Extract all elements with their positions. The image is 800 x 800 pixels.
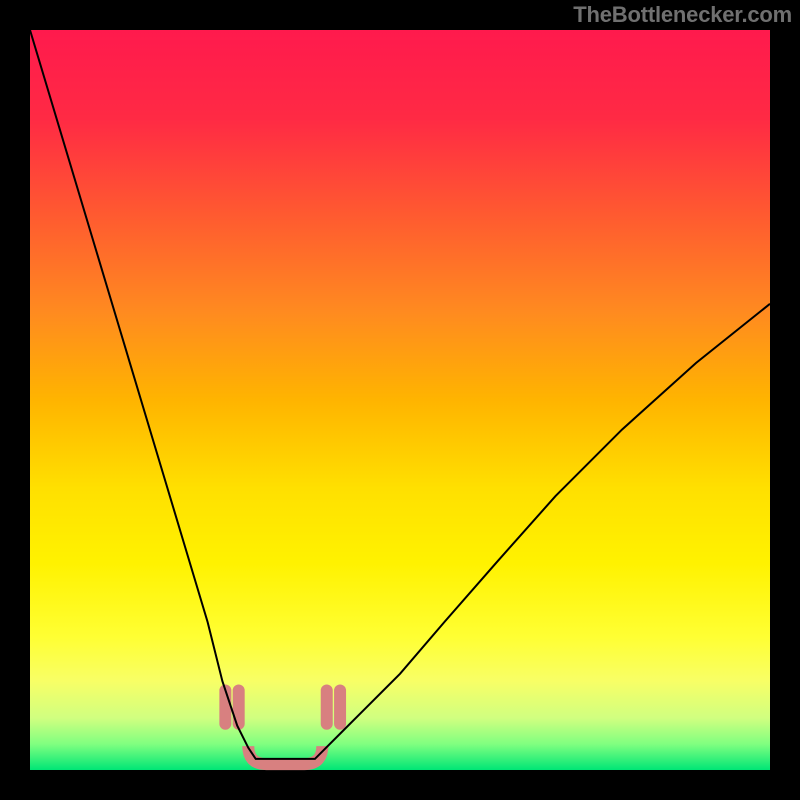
chart-canvas: TheBottlenecker.com — [0, 0, 800, 800]
watermark-text: TheBottlenecker.com — [573, 2, 792, 28]
bottleneck-chart — [0, 0, 800, 800]
